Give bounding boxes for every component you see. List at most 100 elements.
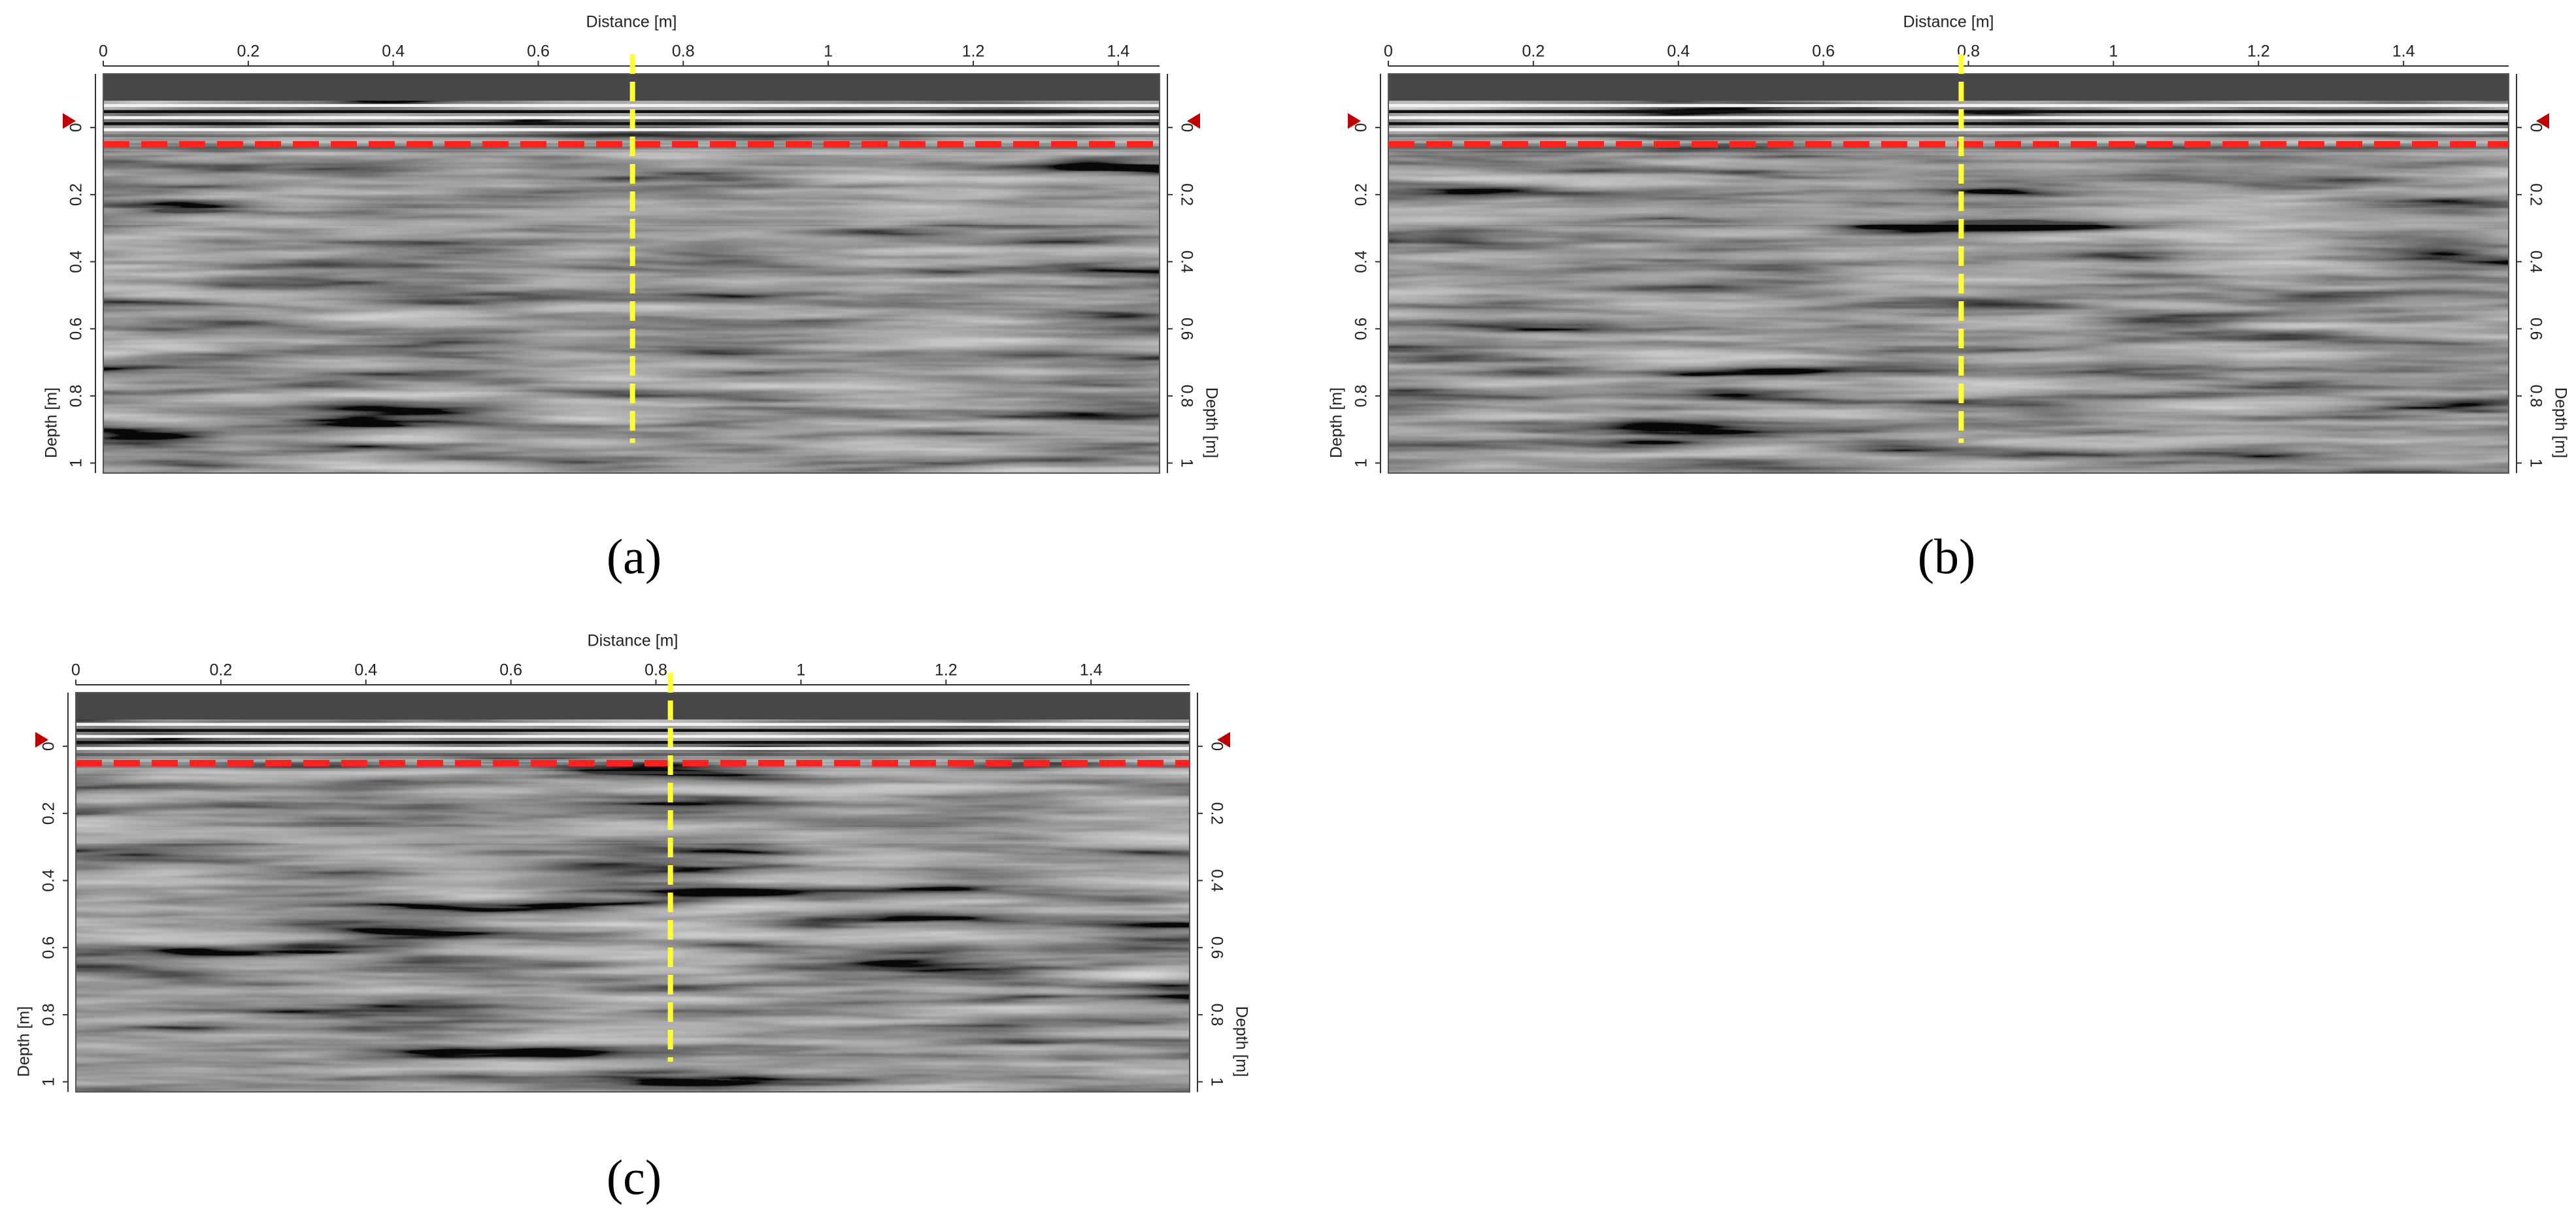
y-tick-label-right: 0 <box>1177 123 1196 132</box>
y-tick-label-left: 1 <box>1352 459 1371 468</box>
radargram-image <box>76 693 1190 1092</box>
panel: Distance [m] 0 0.2 0.4 0.6 0.8 1 1.2 1.4 0 0 0.2 0.2… <box>1328 13 2570 585</box>
x-axis-label: Distance [m] <box>1903 13 1994 31</box>
stripe <box>1388 140 2509 144</box>
y-tick-label-right: 0 <box>2526 123 2545 132</box>
x-tick-label: 1.2 <box>935 661 958 680</box>
y-tick-label-right: 0.8 <box>1207 1004 1226 1027</box>
panel: Distance [m] 0 0.2 0.4 0.6 0.8 1 1.2 1.4 0 0 0.2 0.2… <box>42 13 1221 585</box>
stripe <box>103 104 1160 107</box>
x-tick-label: 0.4 <box>382 42 405 61</box>
y-tick-label-left: 1 <box>67 459 86 468</box>
y-tick-label-left: 0 <box>1352 123 1371 132</box>
y-tick-label-left: 0.4 <box>1352 250 1371 273</box>
radargram-noise <box>1388 74 2509 473</box>
y-tick-label-left: 0.6 <box>67 318 86 340</box>
stripe <box>1388 146 2509 150</box>
reflector-band <box>76 827 1190 844</box>
surface-marker-left <box>35 732 48 748</box>
y-tick-label-right: 0.6 <box>1207 936 1226 959</box>
panel: Distance [m] 0 0.2 0.4 0.6 0.8 1 1.2 1.4 0 0 0.2 0.2… <box>15 632 1251 1206</box>
surface-marker-right <box>2536 113 2549 129</box>
y-tick-label-right: 0.8 <box>2526 385 2545 408</box>
stripe <box>76 734 1190 738</box>
x-tick-label: 0.6 <box>527 42 550 61</box>
caption: (a) <box>607 529 661 584</box>
surface-marker-left <box>63 113 76 129</box>
air-band <box>1388 74 2509 101</box>
stripe <box>1388 128 2509 131</box>
y-tick-label-left: 0.4 <box>40 869 58 892</box>
y-tick-label-right: 0.2 <box>2526 183 2545 206</box>
x-tick-label: 0.2 <box>209 661 232 680</box>
y-tick-label-right: 0.8 <box>1177 385 1196 408</box>
y-axis-label-left: Depth [m] <box>42 387 61 458</box>
y-tick-label-right: 0.4 <box>1177 250 1196 273</box>
y-tick-label-left: 0 <box>67 123 86 132</box>
air-band <box>76 693 1190 720</box>
x-tick-label: 0.6 <box>499 661 522 680</box>
y-tick-label-left: 0.6 <box>40 936 58 959</box>
radargram-image <box>1388 74 2509 473</box>
stripe <box>1388 152 2509 156</box>
x-tick-label: 1.2 <box>2247 42 2270 61</box>
y-tick-label-left: 0.6 <box>1352 318 1371 340</box>
x-axis-label: Distance [m] <box>586 13 677 31</box>
y-tick-label-left: 0.2 <box>67 183 86 206</box>
reflector-band <box>1388 208 2509 225</box>
frame <box>1388 73 2509 474</box>
stripe <box>1388 122 2509 125</box>
y-tick-label-left: 0.2 <box>1352 183 1371 206</box>
y-tick-label-right: 0.6 <box>1177 318 1196 340</box>
x-tick-label: 1.4 <box>1080 661 1103 680</box>
y-tick-label-right: 0.2 <box>1177 183 1196 206</box>
stripe <box>76 765 1190 768</box>
y-tick-label-right: 0 <box>1207 742 1226 751</box>
x-tick-label: 1 <box>2109 42 2118 61</box>
y-axis-label-right: Depth [m] <box>2551 387 2569 458</box>
y-tick-label-left: 1 <box>40 1078 58 1087</box>
surface-marker-right <box>1187 113 1200 129</box>
x-tick-label: 0.8 <box>644 661 667 680</box>
frame <box>75 692 1190 1093</box>
stripe <box>1388 104 2509 107</box>
y-tick-label-left: 0.8 <box>67 385 86 408</box>
stripe <box>76 747 1190 750</box>
x-tick-label: 0 <box>99 42 108 61</box>
x-tick-label: 0.8 <box>672 42 695 61</box>
x-tick-label: 0.4 <box>354 661 377 680</box>
y-tick-label-left: 0.2 <box>40 802 58 825</box>
stripe <box>76 723 1190 726</box>
stripe <box>1388 110 2509 114</box>
stripe <box>76 729 1190 732</box>
stripe <box>76 771 1190 774</box>
y-tick-label-right: 0.6 <box>2526 318 2545 340</box>
x-tick-label: 1.2 <box>962 42 985 61</box>
x-tick-label: 0.6 <box>1812 42 1835 61</box>
stripe <box>1388 116 2509 120</box>
x-tick-label: 1.4 <box>2392 42 2415 61</box>
y-tick-label-left: 0.4 <box>67 250 86 273</box>
surface-marker-right <box>1217 732 1230 748</box>
y-tick-label-left: 0.8 <box>40 1004 58 1027</box>
y-tick-label-right: 1 <box>2526 459 2545 468</box>
y-tick-label-right: 0.2 <box>1207 802 1226 825</box>
y-tick-label-left: 0.8 <box>1352 385 1371 408</box>
stripe <box>76 740 1190 744</box>
stripe <box>103 134 1160 138</box>
caption: (b) <box>1918 529 1976 584</box>
y-tick-label-right: 1 <box>1207 1078 1226 1087</box>
x-tick-label: 0.2 <box>237 42 259 61</box>
x-tick-label: 0.4 <box>1667 42 1690 61</box>
radargram-noise <box>76 693 1190 1092</box>
stripe <box>103 128 1160 131</box>
caption: (c) <box>607 1150 661 1205</box>
surface-marker-left <box>1348 113 1361 129</box>
x-tick-label: 0.2 <box>1522 42 1545 61</box>
x-tick-label: 1.4 <box>1107 42 1129 61</box>
y-tick-label-right: 0.4 <box>2526 250 2545 273</box>
x-tick-label: 1 <box>824 42 833 61</box>
x-tick-label: 1 <box>796 661 805 680</box>
